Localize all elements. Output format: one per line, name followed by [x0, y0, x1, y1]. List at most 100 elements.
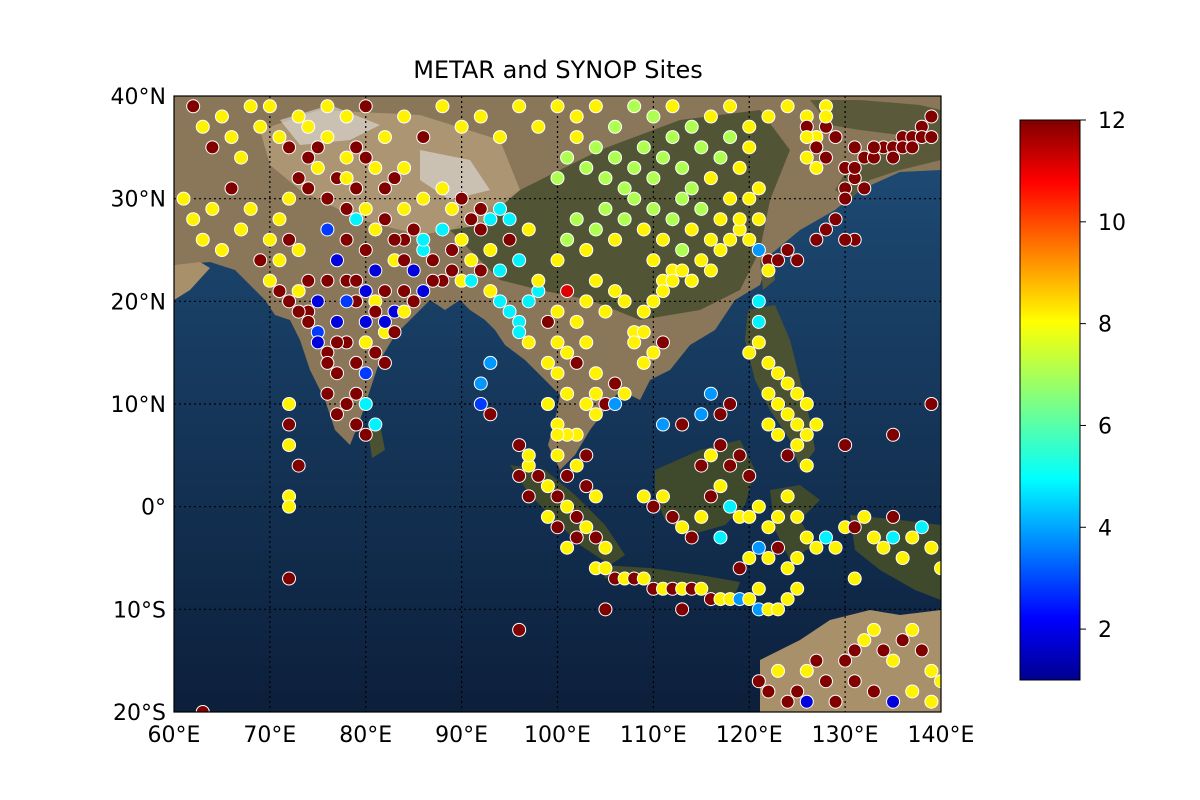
station-marker [771, 602, 786, 617]
station-marker [368, 304, 383, 319]
station-marker [646, 109, 661, 124]
station-marker [339, 397, 354, 411]
station-marker [790, 581, 805, 596]
station-marker [790, 684, 805, 699]
station-marker [483, 355, 498, 370]
station-marker [272, 212, 287, 227]
station-marker [799, 663, 814, 678]
station-marker [751, 499, 766, 514]
station-marker [339, 150, 354, 165]
station-marker [397, 160, 412, 175]
station-marker [598, 540, 613, 555]
station-marker [320, 386, 335, 401]
station-marker [636, 140, 651, 155]
station-marker [358, 314, 373, 329]
station-marker [694, 140, 709, 155]
station-marker [588, 530, 603, 545]
station-marker [195, 232, 210, 247]
station-marker [540, 355, 555, 370]
station-marker [387, 171, 402, 186]
station-marker [617, 181, 632, 196]
station-marker [358, 284, 373, 299]
land-arabia-edge [174, 262, 210, 300]
station-marker [358, 335, 373, 350]
station-marker [521, 222, 536, 237]
colorbar-tick-label: 6 [1098, 414, 1112, 439]
station-marker [262, 232, 277, 247]
station-marker [655, 489, 670, 504]
station-marker [818, 674, 833, 689]
station-marker [186, 99, 201, 114]
station-marker [358, 243, 373, 257]
station-marker [569, 509, 584, 524]
station-marker [847, 674, 862, 689]
station-marker [684, 222, 699, 237]
station-marker [799, 530, 814, 545]
station-marker [790, 509, 805, 524]
station-marker [838, 438, 853, 453]
station-marker [224, 181, 239, 196]
station-marker [416, 130, 431, 145]
station-marker [368, 417, 383, 432]
station-marker [771, 663, 786, 678]
station-marker [646, 253, 661, 268]
x-tick-label: 90°E [435, 723, 488, 748]
station-marker [560, 386, 575, 401]
station-marker [550, 427, 565, 442]
station-marker [272, 130, 287, 145]
station-marker [905, 684, 920, 699]
station-marker [905, 140, 920, 155]
station-marker [684, 530, 699, 545]
station-marker [243, 201, 258, 216]
station-marker [368, 160, 383, 175]
station-marker [282, 232, 297, 247]
station-marker [809, 160, 824, 175]
station-marker [531, 468, 546, 483]
station-marker [560, 232, 575, 247]
station-marker [387, 232, 402, 247]
station-marker [924, 109, 939, 124]
station-marker [579, 160, 594, 175]
station-marker [742, 509, 757, 524]
station-marker [310, 160, 325, 175]
station-marker [742, 232, 757, 247]
station-marker [886, 427, 901, 442]
station-marker [761, 520, 776, 535]
station-marker [550, 448, 565, 463]
station-marker [435, 222, 450, 237]
station-marker [598, 602, 613, 617]
station-marker [464, 273, 479, 288]
station-marker [914, 520, 929, 535]
station-marker [905, 622, 920, 637]
station-marker [751, 540, 766, 555]
station-marker [329, 366, 344, 381]
station-marker [186, 212, 201, 227]
station-marker [713, 479, 728, 494]
station-marker [627, 160, 642, 175]
station-marker [905, 530, 920, 545]
station-marker [234, 222, 249, 237]
station-marker [838, 191, 853, 206]
station-marker [818, 150, 833, 165]
station-marker [282, 571, 297, 586]
station-marker [924, 397, 939, 411]
station-marker [742, 468, 757, 483]
station-marker [492, 294, 507, 309]
station-marker [723, 458, 738, 473]
station-marker [655, 284, 670, 299]
station-marker [416, 191, 431, 206]
station-marker [521, 489, 536, 504]
station-marker [397, 284, 412, 299]
station-marker [195, 705, 210, 712]
station-marker [512, 622, 527, 637]
station-marker [675, 417, 690, 432]
station-marker [818, 222, 833, 237]
station-marker [675, 191, 690, 206]
station-marker [569, 530, 584, 545]
station-marker [368, 263, 383, 278]
station-marker [377, 130, 392, 145]
station-marker [473, 109, 488, 124]
station-marker [339, 232, 354, 247]
x-tick-label: 100°E [524, 723, 591, 748]
station-marker [397, 109, 412, 124]
